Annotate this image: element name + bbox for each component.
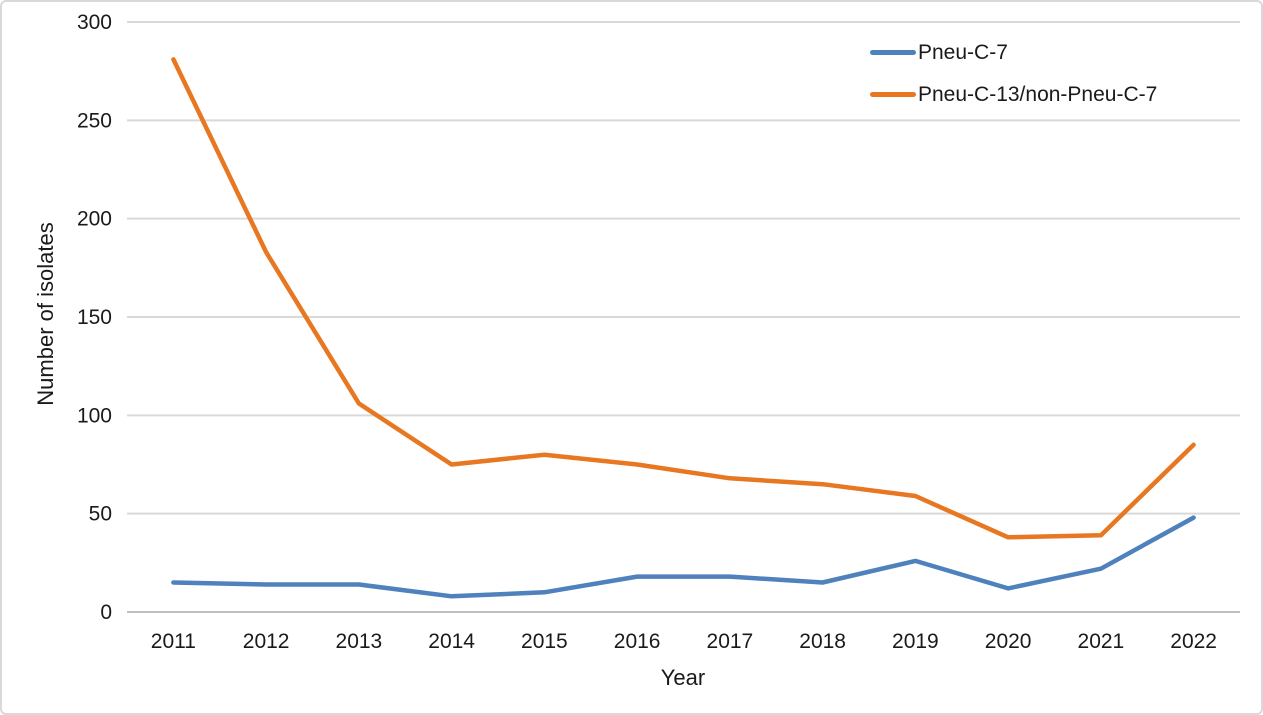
legend-line-swatch-blue-icon [870,50,916,55]
y-tick-label-200: 200 [77,208,112,231]
x-tick-label-2019: 2019 [892,630,939,653]
x-tick-label-2015: 2015 [521,630,568,653]
y-tick-label-150: 150 [77,306,112,329]
legend-line-swatch-orange-icon [870,92,916,97]
y-tick-label-50: 50 [89,503,112,526]
x-tick-label-2011: 2011 [151,630,196,653]
x-tick-label-2018: 2018 [799,630,846,653]
legend: Pneu-C-7 Pneu-C-13/non-Pneu-C-7 [870,41,1157,106]
x-axis-title: Year [660,665,706,690]
x-tick-label-2020: 2020 [985,630,1032,653]
x-tick-label-2012: 2012 [243,630,290,653]
x-tick-label-2017: 2017 [707,630,754,653]
x-tick-label-2014: 2014 [428,630,475,653]
legend-item-pneu-c-7: Pneu-C-7 [870,41,1157,64]
y-tick-label-300: 300 [77,11,112,34]
y-tick-label-0: 0 [100,601,112,624]
x-tick-label-2021: 2021 [1078,630,1125,653]
y-axis-title: Number of isolates [33,222,58,406]
x-tick-label-2016: 2016 [614,630,661,653]
legend-label: Pneu-C-7 [918,41,1008,64]
y-tick-label-100: 100 [77,404,112,427]
legend-item-pneu-c-13: Pneu-C-13/non-Pneu-C-7 [870,83,1157,106]
legend-label: Pneu-C-13/non-Pneu-C-7 [918,83,1158,106]
series-line-pneu-c-13-non-pneu-c-7 [171,57,1196,540]
y-tick-label-250: 250 [77,109,112,132]
series-line-pneu-c-7 [171,515,1196,599]
x-tick-label-2013: 2013 [336,630,383,653]
x-tick-label-2022: 2022 [1170,630,1217,653]
